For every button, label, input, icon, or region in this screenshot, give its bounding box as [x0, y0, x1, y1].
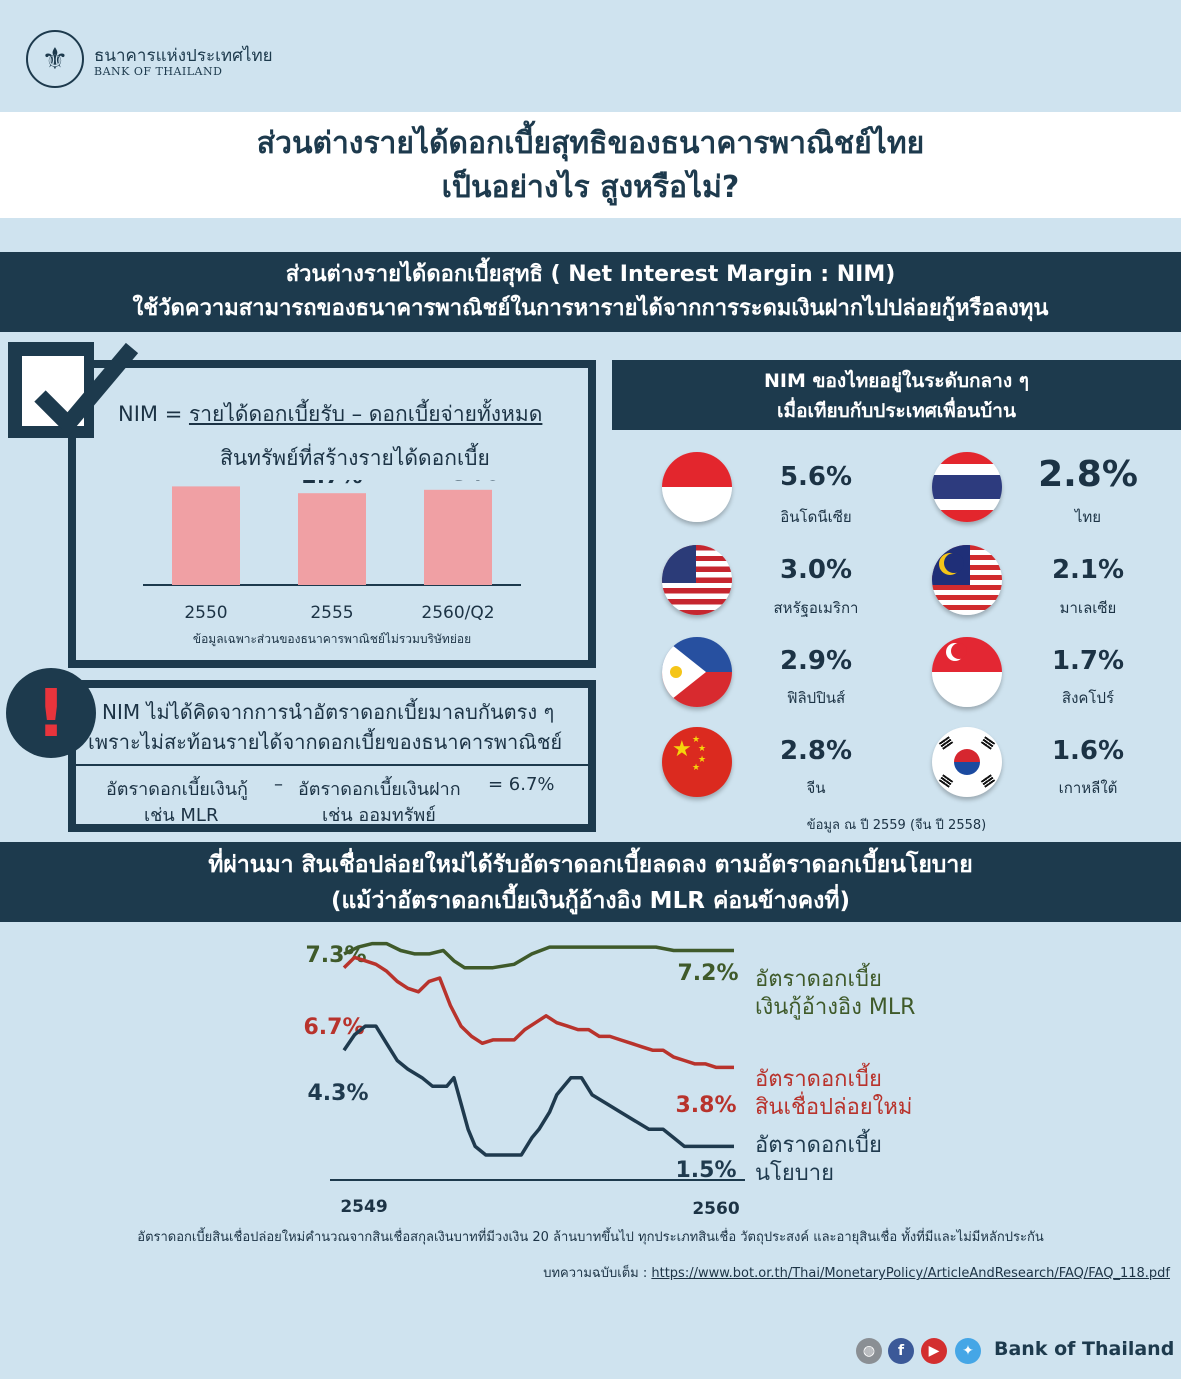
bar-category-label: 2560/Q2	[421, 603, 494, 623]
footnote: อัตราดอกเบี้ยสินเชื่อปล่อยใหม่คำนวณจากสิ…	[137, 1230, 1044, 1245]
warning-line1: NIM ไม่ได้คิดจากการนำอัตราดอกเบี้ยมาลบกั…	[102, 700, 555, 724]
country-name-philippines: ฟิลิปปินส์	[786, 689, 846, 707]
country-name-indonesia: อินโดนีเซีย	[780, 508, 852, 526]
loan-rate-label: อัตราดอกเบี้ยเงินกู้	[106, 779, 248, 800]
bar-2550	[172, 486, 240, 585]
bar-category-label: 2550	[184, 603, 227, 623]
nim-definition-line1: ส่วนต่างรายได้ดอกเบี้ยสุทธิ ( Net Intere…	[285, 262, 896, 287]
logo-text-th: ธนาคารแห่งประเทศไทย	[94, 46, 273, 66]
rate-subtraction-formula: อัตราดอกเบี้ยเงินกู้ เช่น MLR – อัตราดอก…	[76, 764, 588, 826]
twitter-icon[interactable]: ✦	[955, 1338, 981, 1364]
china-flag-icon: ★ ★ ★ ★ ★	[662, 727, 732, 797]
series-start-label: 4.3%	[307, 1081, 368, 1106]
neighbour-data-note: ข้อมูล ณ ปี 2559 (จีน ปี 2558)	[806, 818, 987, 833]
series-line-2	[342, 1024, 734, 1157]
source-label: บทความฉบับเต็ม :	[543, 1266, 652, 1281]
bot-seal-logo-icon: ⚜	[26, 30, 84, 88]
bar-value-label: 2.8%	[416, 480, 499, 488]
series-end-label: 7.2%	[677, 961, 738, 986]
youtube-icon[interactable]: ▶	[921, 1338, 947, 1364]
brand-name: Bank of Thailand	[994, 1338, 1175, 1360]
country-name-singapore: สิงคโปร์	[1061, 689, 1115, 707]
south-korea-flag-icon	[932, 727, 1002, 797]
rate-trend-line2: (แม้ว่าอัตราดอกเบี้ยเงินกู้อ้างอิง MLR ค…	[330, 888, 851, 914]
neighbour-header-line1: NIM ของไทยอยู่ในระดับกลาง ๆ	[764, 370, 1029, 392]
checkmark-icon	[34, 342, 139, 436]
nim-formula-numerator: รายได้ดอกเบี้ยรับ – ดอกเบี้ยจ่ายทั้งหมด	[188, 402, 543, 426]
thailand-flag-icon	[932, 452, 1002, 522]
series-name-line1: อัตราดอกเบี้ย	[755, 1129, 882, 1158]
bar-2560/Q2	[424, 489, 492, 585]
singapore-flag-icon	[932, 637, 1002, 707]
nim-definition-band: ส่วนต่างรายได้ดอกเบี้ยสุทธิ ( Net Intere…	[0, 252, 1181, 332]
country-value-china: 2.8%	[779, 736, 853, 766]
country-value-malaysia: 2.1%	[1051, 555, 1125, 585]
loan-rate-example: เช่น MLR	[144, 805, 219, 826]
country-value-usa: 3.0%	[779, 555, 853, 585]
deposit-rate-label: อัตราดอกเบี้ยเงินฝาก	[298, 779, 461, 800]
rate-trend-band: ที่ผ่านมา สินเชื่อปล่อยใหม่ได้รับอัตราดอ…	[0, 842, 1181, 922]
page-title-line2: เป็นอย่างไร สูงหรือไม่?	[441, 170, 740, 205]
country-value-indonesia: 5.6%	[779, 462, 853, 492]
series-name-line2: นโยบาย	[755, 1160, 834, 1186]
bar-2555	[298, 493, 366, 585]
warning-line2: เพราะไม่สะท้อนรายได้จากดอกเบี้ยของธนาคาร…	[88, 730, 563, 754]
philippines-flag-icon	[662, 637, 732, 707]
country-value-thailand: 2.8%	[1038, 454, 1138, 495]
bar-chart-note: ข้อมูลเฉพาะส่วนของธนาคารพาณิชย์ไม่รวมบริ…	[192, 632, 472, 646]
warning-circle	[6, 668, 96, 758]
series-start-label: 7.3%	[305, 943, 366, 968]
series-name-line2: สินเชื่อปล่อยใหม่	[755, 1091, 912, 1120]
series-name-line1: อัตราดอกเบี้ย	[755, 963, 882, 992]
bar-category-label: 2555	[310, 603, 353, 623]
exclamation-icon: !	[35, 674, 67, 752]
country-name-south-korea: เกาหลีใต้	[1058, 779, 1118, 797]
logo-text-en: BANK OF THAILAND	[94, 65, 223, 78]
country-value-philippines: 2.9%	[779, 646, 853, 676]
country-name-thailand: ไทย	[1074, 508, 1102, 526]
page-title: ส่วนต่างรายได้ดอกเบี้ยสุทธิของธนาคารพาณิ…	[0, 112, 1181, 218]
country-value-south-korea: 1.6%	[1051, 736, 1125, 766]
warning-panel	[68, 680, 596, 832]
series-end-label: 3.8%	[675, 1093, 736, 1118]
nim-formula: NIM = รายได้ดอกเบี้ยรับ – ดอกเบี้ยจ่ายทั…	[118, 398, 542, 431]
series-line-1	[342, 955, 734, 1070]
deposit-rate-example: เช่น ออมทรัพย์	[322, 805, 436, 826]
country-name-malaysia: มาเลเซีย	[1059, 599, 1117, 617]
neighbour-comparison-header: NIM ของไทยอยู่ในระดับกลาง ๆ เมื่อเทียบกั…	[612, 360, 1181, 430]
series-line-0	[343, 941, 734, 970]
series-name-line1: อัตราดอกเบี้ย	[755, 1063, 882, 1092]
indonesia-flag-icon	[662, 452, 732, 522]
country-name-usa: สหรัฐอเมริกา	[773, 599, 859, 617]
nim-formula-prefix: NIM =	[118, 402, 189, 426]
bar-value-label: 2.7%	[301, 480, 362, 489]
bar-value-label: 2.9%	[175, 480, 236, 482]
rate-trend-line1: ที่ผ่านมา สินเชื่อปล่อยใหม่ได้รับอัตราดอ…	[208, 852, 973, 878]
nim-formula-denominator: สินทรัพย์ที่สร้างรายได้ดอกเบี้ย	[220, 446, 490, 470]
source-note: บทความฉบับเต็ม : https://www.bot.or.th/T…	[0, 1262, 1170, 1283]
malaysia-flag-icon	[932, 545, 1002, 615]
source-link[interactable]: https://www.bot.or.th/Thai/MonetaryPolic…	[651, 1266, 1170, 1281]
x-tick-label-start: 2549	[340, 1197, 387, 1217]
nim-bar-chart: 2.9% 2550 2.7% 2555 2.8% 2560/Q2	[143, 480, 521, 623]
country-value-singapore: 1.7%	[1051, 646, 1125, 676]
series-name-line2: เงินกู้อ้างอิง MLR	[755, 995, 915, 1020]
globe-icon[interactable]: ◍	[856, 1338, 882, 1364]
series-end-label: 1.5%	[675, 1158, 736, 1183]
x-tick-label-end: 2560	[692, 1199, 739, 1219]
neighbour-header-line2: เมื่อเทียบกับประเทศเพื่อนบ้าน	[777, 400, 1016, 422]
nim-definition-line2: ใช้วัดความสามารถของธนาคารพาณิชย์ในการหาร…	[132, 296, 1049, 321]
rate-difference-result: = 6.7%	[488, 774, 555, 795]
header	[0, 0, 1181, 112]
minus-sign: –	[274, 774, 283, 795]
country-name-china: จีน	[806, 779, 826, 797]
page-title-line1: ส่วนต่างรายได้ดอกเบี้ยสุทธิของธนาคารพาณิ…	[256, 126, 925, 161]
usa-flag-icon	[662, 545, 732, 615]
facebook-icon[interactable]: f	[888, 1338, 914, 1364]
